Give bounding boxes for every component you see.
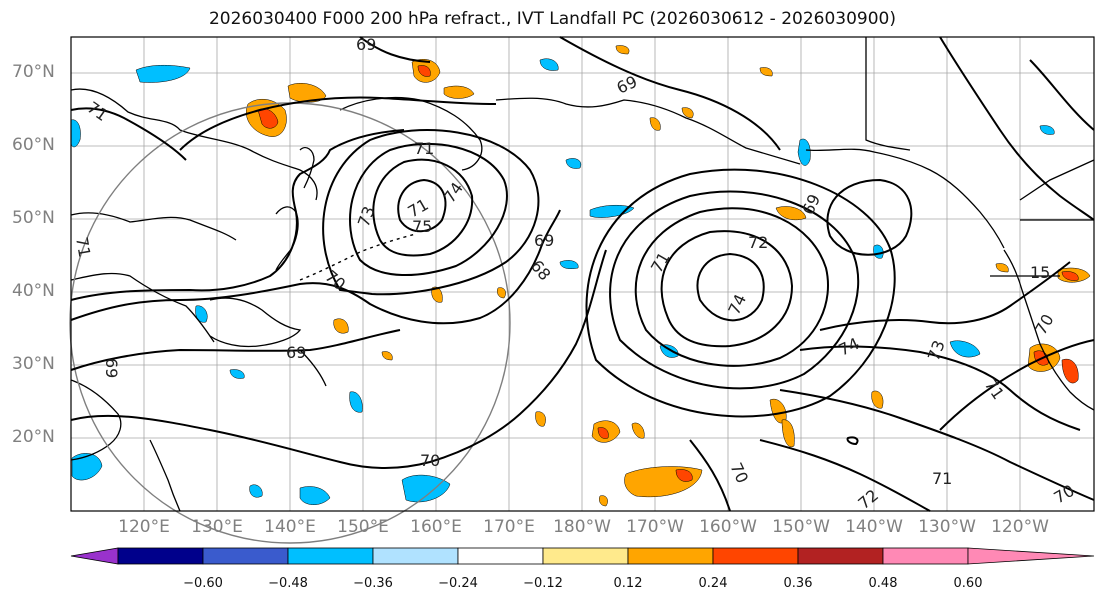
plot-area [71, 37, 1094, 511]
lon-label-150w: 150°W [772, 517, 830, 537]
colorbar-swatch [457, 547, 544, 565]
plot-frame [70, 36, 1095, 512]
lat-label-40n: 40°N [12, 281, 55, 301]
colorbar-swatch [372, 547, 459, 565]
coastlines [70, 37, 1095, 512]
colorbar-swatch [287, 547, 374, 565]
gridlines [70, 37, 1094, 511]
contour-label: 75 [412, 217, 432, 236]
contour-label: 69 [534, 231, 554, 250]
colorbar-swatch [627, 547, 714, 565]
colorbar-tick: 0.36 [783, 576, 813, 591]
lon-label-140e: 140°E [264, 517, 316, 537]
lon-label-120e: 120°E [118, 517, 170, 537]
colorbar-tick: −0.48 [268, 576, 308, 591]
colorbar-tick: −0.36 [353, 576, 393, 591]
lat-label-30n: 30°N [12, 354, 55, 374]
lat-label-50n: 50°N [12, 208, 55, 228]
colorbar-tick: −0.60 [183, 576, 223, 591]
colorbar-swatch [117, 547, 204, 565]
contour-label: 69 [356, 35, 376, 54]
contour-label: 71 [414, 139, 434, 158]
lat-label-70n: 70°N [12, 62, 55, 82]
shaded-anomalies [70, 45, 1091, 507]
contour-label: 15 [1030, 263, 1050, 282]
colorbar-tick: −0.24 [438, 576, 478, 591]
lon-label-120w: 120°W [991, 517, 1049, 537]
colorbar-tick: 0.60 [953, 576, 983, 591]
lon-label-160e: 160°E [410, 517, 462, 537]
contour-label: 69 [286, 343, 306, 362]
lon-label-130e: 130°E [191, 517, 243, 537]
lon-label-130w: 130°W [918, 517, 976, 537]
colorbar-tick: −0.12 [523, 576, 563, 591]
lat-label-20n: 20°N [12, 427, 55, 447]
colorbar-tick: 0.12 [613, 576, 643, 591]
colorbar-swatch [967, 547, 1095, 565]
colorbar-swatch [70, 547, 119, 565]
contour-label: 72 [748, 233, 768, 252]
contour-label: 71 [72, 235, 94, 258]
lon-label-150e: 150°E [337, 517, 389, 537]
contour-label: 69 [102, 358, 121, 378]
contours [70, 36, 1095, 512]
colorbar-swatch [202, 547, 289, 565]
colorbar [70, 547, 1095, 565]
colorbar-swatch [797, 547, 884, 565]
colorbar-tick: 0.48 [868, 576, 898, 591]
lon-label-180w: 180°W [553, 517, 611, 537]
lon-label-160w: 160°W [699, 517, 757, 537]
lat-label-60n: 60°N [12, 135, 55, 155]
lon-label-170w: 170°W [626, 517, 684, 537]
lon-label-140w: 140°W [845, 517, 903, 537]
colorbar-tick: 0.24 [698, 576, 728, 591]
colorbar-swatch [542, 547, 629, 565]
lon-label-170e: 170°E [483, 517, 535, 537]
colorbar-swatch [712, 547, 799, 565]
figure-title: 2026030400 F000 200 hPa refract., IVT La… [208, 9, 896, 29]
colorbar-swatch [882, 547, 969, 565]
contour-label: 71 [932, 469, 952, 488]
contour-label: 70 [420, 451, 440, 470]
